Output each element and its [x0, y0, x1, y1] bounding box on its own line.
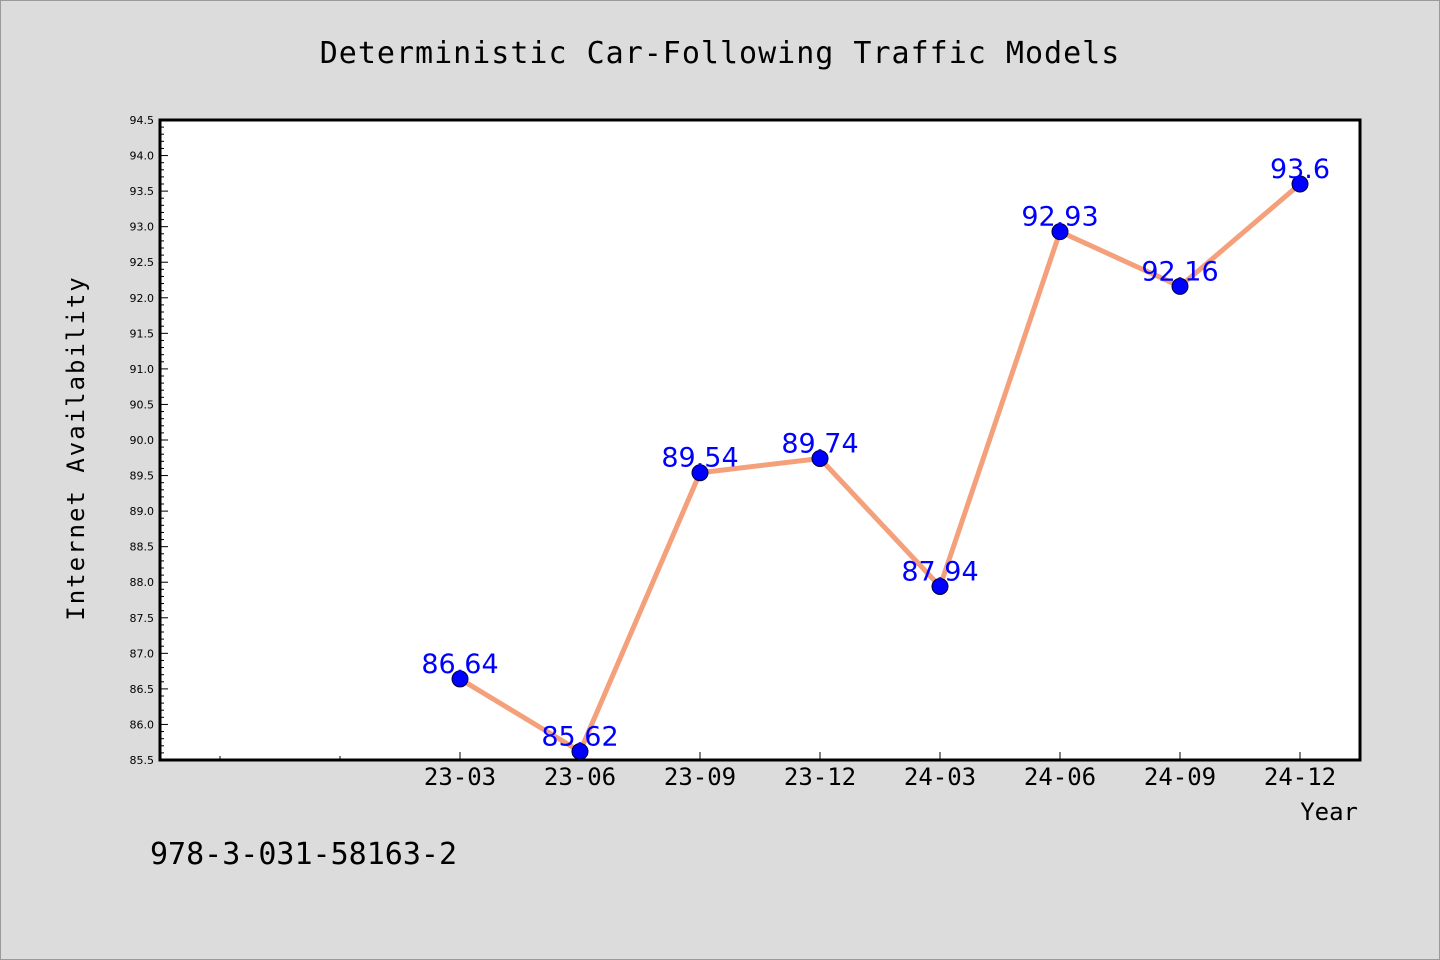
plot-area	[160, 120, 1360, 760]
data-point	[811, 449, 829, 467]
y-tick-label: 89.5	[130, 470, 155, 483]
y-tick-label: 92.5	[130, 256, 155, 269]
x-axis-label: Year	[1300, 798, 1358, 826]
data-label: 92.93	[1021, 202, 1098, 233]
data-label: 93.6	[1270, 154, 1330, 185]
y-tick-label: 90.0	[130, 434, 155, 447]
y-tick-label: 91.5	[130, 327, 155, 340]
y-tick-label: 88.5	[130, 541, 155, 554]
y-tick-label: 93.0	[130, 221, 155, 234]
y-tick-label: 88.0	[130, 576, 155, 589]
y-tick-label: 87.5	[130, 612, 155, 625]
data-label: 92.16	[1141, 256, 1218, 287]
chart-title: Deterministic Car-Following Traffic Mode…	[320, 36, 1121, 71]
data-label: 87.94	[901, 556, 978, 587]
y-tick-label: 92.0	[130, 292, 155, 305]
y-tick-label: 87.0	[130, 647, 155, 660]
y-tick-label: 94.0	[130, 150, 155, 163]
series-line	[457, 181, 1303, 754]
data-point	[931, 577, 949, 595]
x-tick-label: 23-03	[424, 763, 496, 791]
x-tick-label: 23-06	[544, 763, 616, 791]
data-point	[1051, 223, 1069, 241]
y-tick-label: 90.5	[130, 398, 155, 411]
x-tick-label: 24-09	[1144, 763, 1216, 791]
x-tick-label: 23-12	[784, 763, 856, 791]
data-point	[451, 670, 469, 688]
y-tick-label: 85.5	[130, 754, 155, 767]
y-tick-label: 86.0	[130, 718, 155, 731]
x-tick-label: 24-03	[904, 763, 976, 791]
data-point	[1291, 175, 1309, 193]
y-axis-label: Internet Availability	[62, 275, 90, 620]
data-label: 86.64	[421, 649, 498, 680]
y-tick-label: 91.0	[130, 363, 155, 376]
series: 86.64 85.62 89.54 89.74 87.94 92.93 92.16 93.6	[421, 154, 1330, 760]
y-tick-label: 86.5	[130, 683, 155, 696]
y-tick-label: 94.5	[130, 114, 155, 127]
footnote-isbn: 978-3-031-58163-2	[150, 837, 457, 872]
y-tick-label: 89.0	[130, 505, 155, 518]
data-point	[1171, 277, 1189, 295]
data-label: 89.74	[781, 428, 858, 459]
data-point	[691, 464, 709, 482]
data-label: 89.54	[661, 443, 738, 474]
plot-border	[158, 118, 1362, 762]
y-tick-label: 93.5	[130, 185, 155, 198]
x-tick-label: 24-06	[1024, 763, 1096, 791]
x-tick-label: 23-09	[664, 763, 736, 791]
x-tick-label: 24-12	[1264, 763, 1336, 791]
data-label: 85.62	[541, 721, 618, 752]
